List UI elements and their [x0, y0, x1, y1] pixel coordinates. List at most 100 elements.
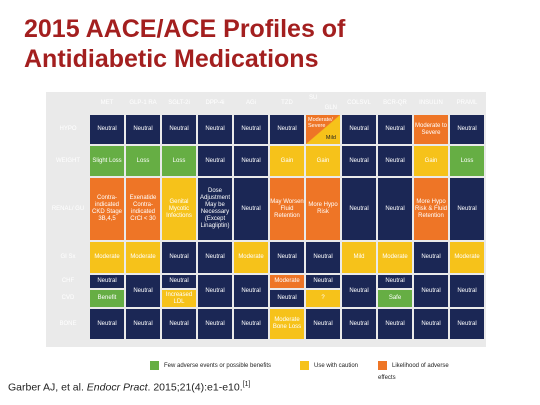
cell-cvd-met: Benefit [90, 290, 124, 307]
citation-details: . 2015;21(4):e1-e10. [147, 381, 243, 394]
legend-swatch-orange [378, 360, 387, 370]
cell-weight-colsvl: Neutral [342, 146, 376, 176]
cell-cvd-su-gln: ? [306, 290, 340, 307]
cell-hypo-colsvl: Neutral [342, 115, 376, 144]
cell-gi-sglt2i: Neutral [162, 242, 196, 273]
cell-bone-insulin: Neutral [414, 309, 448, 339]
row-renal-gu: RENAL/ GU Contra-indicated CKD Stage 3B,… [48, 178, 484, 240]
cell-chf-cvd-dpp4i: Neutral [198, 275, 232, 307]
cell-cvd-sglt2i: Increased LDL [162, 290, 196, 307]
cell-chf-cvd-agi: Neutral [234, 275, 268, 307]
cell-weight-agi: Neutral [234, 146, 268, 176]
cell-hypo-agi: Neutral [234, 115, 268, 144]
cell-bone-tzd: Moderate Bone Loss [270, 309, 304, 339]
header-row: MET GLP-1 RA SGLT-2i DPP-4i AGi TZD SU G… [48, 94, 484, 113]
cell-renal-insulin: More Hypo Risk & Fluid Retention [414, 178, 448, 240]
legend-item-green: Few adverse events or possible benefits [150, 360, 271, 372]
cell-weight-dpp4i: Neutral [198, 146, 232, 176]
cell-chf-cvd-insulin: Neutral [414, 275, 448, 307]
cell-bone-praml: Neutral [450, 309, 484, 339]
cell-renal-bcrqr: Neutral [378, 178, 412, 240]
col-header-su: SU [309, 95, 318, 101]
row-weight: WEIGHT Slight Loss Loss Loss Neutral Neu… [48, 146, 484, 176]
cell-bone-sglt2i: Neutral [162, 309, 196, 339]
cell-hypo-tzd: Neutral [270, 115, 304, 144]
cell-bone-colsvl: Neutral [342, 309, 376, 339]
cell-gi-met: Moderate [90, 242, 124, 273]
cell-chf-cvd-glp1ra: Neutral [126, 275, 160, 307]
corner-cell [48, 94, 88, 113]
col-header-colsvl: COLSVL [342, 94, 376, 113]
legend-item-orange: Likelihood of adverse effects [378, 360, 450, 381]
cell-renal-met: Contra-indicated CKD Stage 3B,4,5 [90, 178, 124, 240]
cell-hypo-met: Neutral [90, 115, 124, 144]
citation-journal: Endocr Pract [86, 381, 148, 394]
col-header-dpp4i: DPP-4i [198, 94, 232, 113]
citation-authors: Garber AJ, et al. [8, 381, 84, 394]
cell-weight-sglt2i: Loss [162, 146, 196, 176]
row-label-chf: CHF [48, 275, 88, 288]
row-label-cvd: CVD [48, 290, 88, 307]
cell-bone-met: Neutral [90, 309, 124, 339]
cell-renal-glp1ra: Exenatide Contra-indicated CrCl < 30 [126, 178, 160, 240]
cell-hypo-su-gln: Moderate/ Severe Mild [306, 115, 340, 144]
col-header-sglt2i: SGLT-2i [162, 94, 196, 113]
cell-chf-tzd: Moderate [270, 275, 304, 288]
cell-weight-insulin: Gain [414, 146, 448, 176]
legend: Few adverse events or possible benefits … [150, 360, 450, 381]
row-label-hypo: HYPO [48, 115, 88, 144]
cell-gi-colsvl: Mild [342, 242, 376, 273]
col-header-bcrqr: BCR-QR [378, 94, 412, 113]
cell-bone-agi: Neutral [234, 309, 268, 339]
cell-cvd-tzd: Neutral [270, 290, 304, 307]
cell-renal-praml: Neutral [450, 178, 484, 240]
col-header-su-gln: SU GLN [306, 94, 340, 113]
cell-gi-bcrqr: Moderate [378, 242, 412, 273]
cell-chf-bcrqr: Neutral [378, 275, 412, 288]
cell-cvd-bcrqr: Safe [378, 290, 412, 307]
cell-weight-glp1ra: Loss [126, 146, 160, 176]
cell-hypo-sglt2i: Neutral [162, 115, 196, 144]
cell-chf-cvd-praml: Neutral [450, 275, 484, 307]
cell-bone-su-gln: Neutral [306, 309, 340, 339]
cell-gi-glp1ra: Moderate [126, 242, 160, 273]
cell-renal-tzd: May Worsen Fluid Retention [270, 178, 304, 240]
cell-bone-glp1ra: Neutral [126, 309, 160, 339]
cell-renal-colsvl: Neutral [342, 178, 376, 240]
cell-hypo-praml: Neutral [450, 115, 484, 144]
cell-weight-praml: Loss [450, 146, 484, 176]
row-chf: CHF Neutral Neutral Neutral Neutral Neut… [48, 275, 484, 307]
legend-label-yellow: Use with caution [314, 363, 359, 369]
profile-table: MET GLP-1 RA SGLT-2i DPP-4i AGi TZD SU G… [46, 92, 486, 347]
row-gi-sx: GI Sx Moderate Moderate Neutral Neutral … [48, 242, 484, 273]
row-hypo: HYPO Neutral Neutral Neutral Neutral Neu… [48, 115, 484, 144]
cell-weight-bcrqr: Neutral [378, 146, 412, 176]
col-header-tzd: TZD [270, 94, 304, 113]
citation-ref: [1] [242, 381, 251, 388]
col-header-glp1ra: GLP-1 RA [126, 94, 160, 113]
col-header-agi: AGi [234, 94, 268, 113]
citation: Garber AJ, et al. Endocr Pract. 2015;21(… [8, 381, 250, 394]
legend-swatch-yellow [300, 360, 309, 370]
cell-hypo-insulin: Moderate to Severe [414, 115, 448, 144]
row-label-bone: BONE [48, 309, 88, 339]
cell-gi-praml: Moderate [450, 242, 484, 273]
cell-bone-bcrqr: Neutral [378, 309, 412, 339]
cell-hypo-dpp4i: Neutral [198, 115, 232, 144]
cell-gi-su-gln: Neutral [306, 242, 340, 273]
col-header-praml: PRAML [450, 94, 484, 113]
cell-renal-dpp4i: Dose Adjustment May be Necessary (Except… [198, 178, 232, 240]
row-label-renal-gu: RENAL/ GU [48, 178, 88, 240]
row-label-weight: WEIGHT [48, 146, 88, 176]
cell-renal-agi: Neutral [234, 178, 268, 240]
cell-chf-met: Neutral [90, 275, 124, 288]
cell-renal-su-gln: More Hypo Risk [306, 178, 340, 240]
cell-renal-sglt2i: Genital Mycotic Infections [162, 178, 196, 240]
cell-chf-cvd-colsvl: Neutral [342, 275, 376, 307]
row-cvd: CVD Benefit Increased LDL Neutral ? Safe [48, 290, 484, 307]
col-header-met: MET [90, 94, 124, 113]
cell-gi-dpp4i: Neutral [198, 242, 232, 273]
title-line-2: Antidiabetic Medications [24, 45, 319, 73]
title-line-1: 2015 AACE/ACE Profiles of [24, 15, 346, 43]
cell-weight-tzd: Gain [270, 146, 304, 176]
